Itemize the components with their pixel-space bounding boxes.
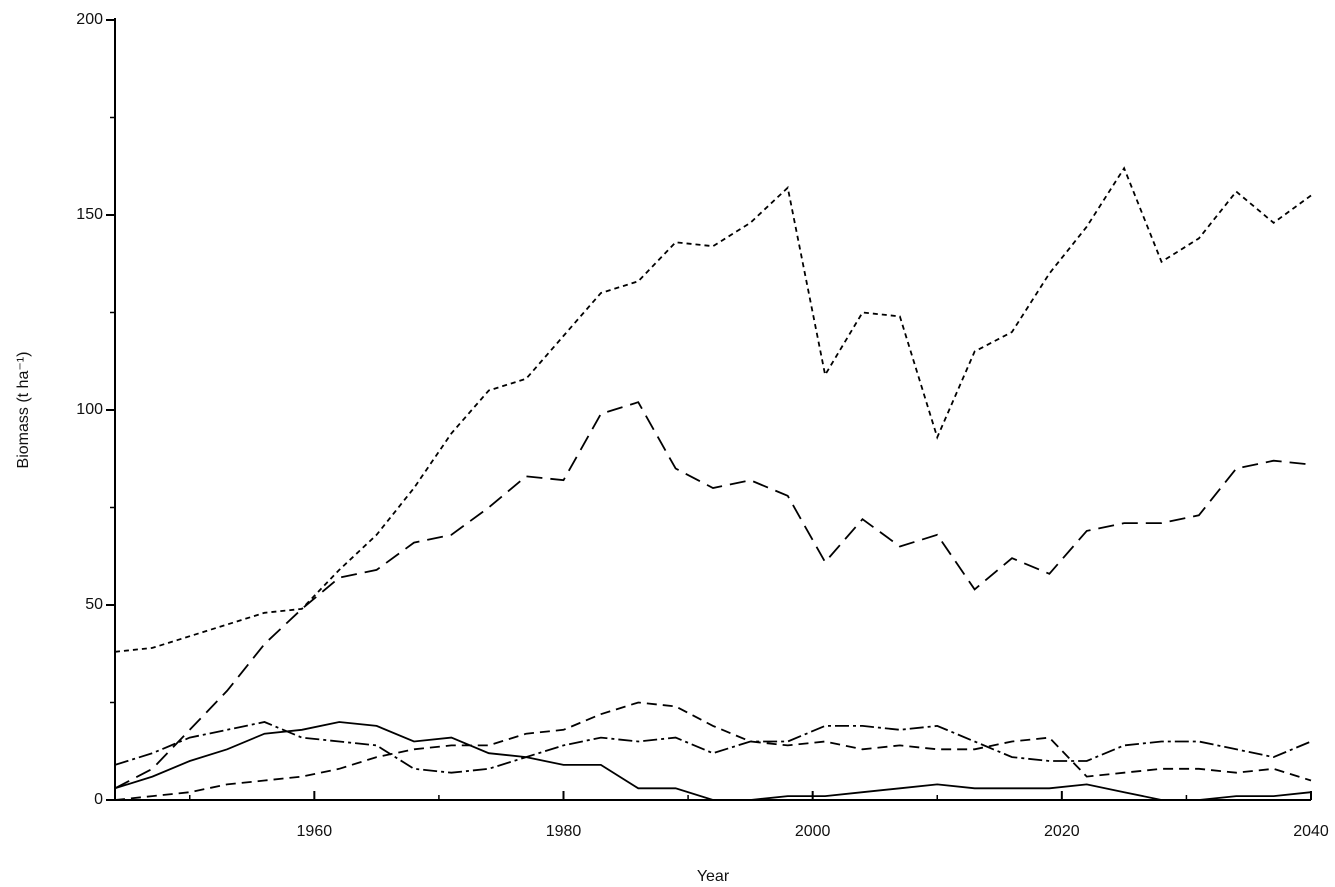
x-tick-label: 2040 [1293, 823, 1329, 840]
y-tick-label: 100 [76, 401, 103, 418]
y-tick-label: 0 [94, 791, 103, 808]
x-tick-label: 2020 [1044, 823, 1080, 840]
y-tick-label: 150 [76, 206, 103, 223]
x-tick-label: 2000 [795, 823, 831, 840]
x-tick-label: 1960 [297, 823, 333, 840]
data-line [114, 721, 1312, 801]
y-tick-label: 200 [76, 11, 103, 28]
x-axis-label: Year [697, 868, 730, 885]
y-axis-label: Biomass (t ha⁻¹) [15, 352, 32, 469]
data-line [114, 701, 1312, 801]
x-tick-label: 1980 [546, 823, 582, 840]
data-line [114, 166, 1312, 653]
data-line [114, 721, 1312, 774]
data-line [114, 401, 1312, 790]
y-tick-label: 50 [85, 596, 103, 613]
